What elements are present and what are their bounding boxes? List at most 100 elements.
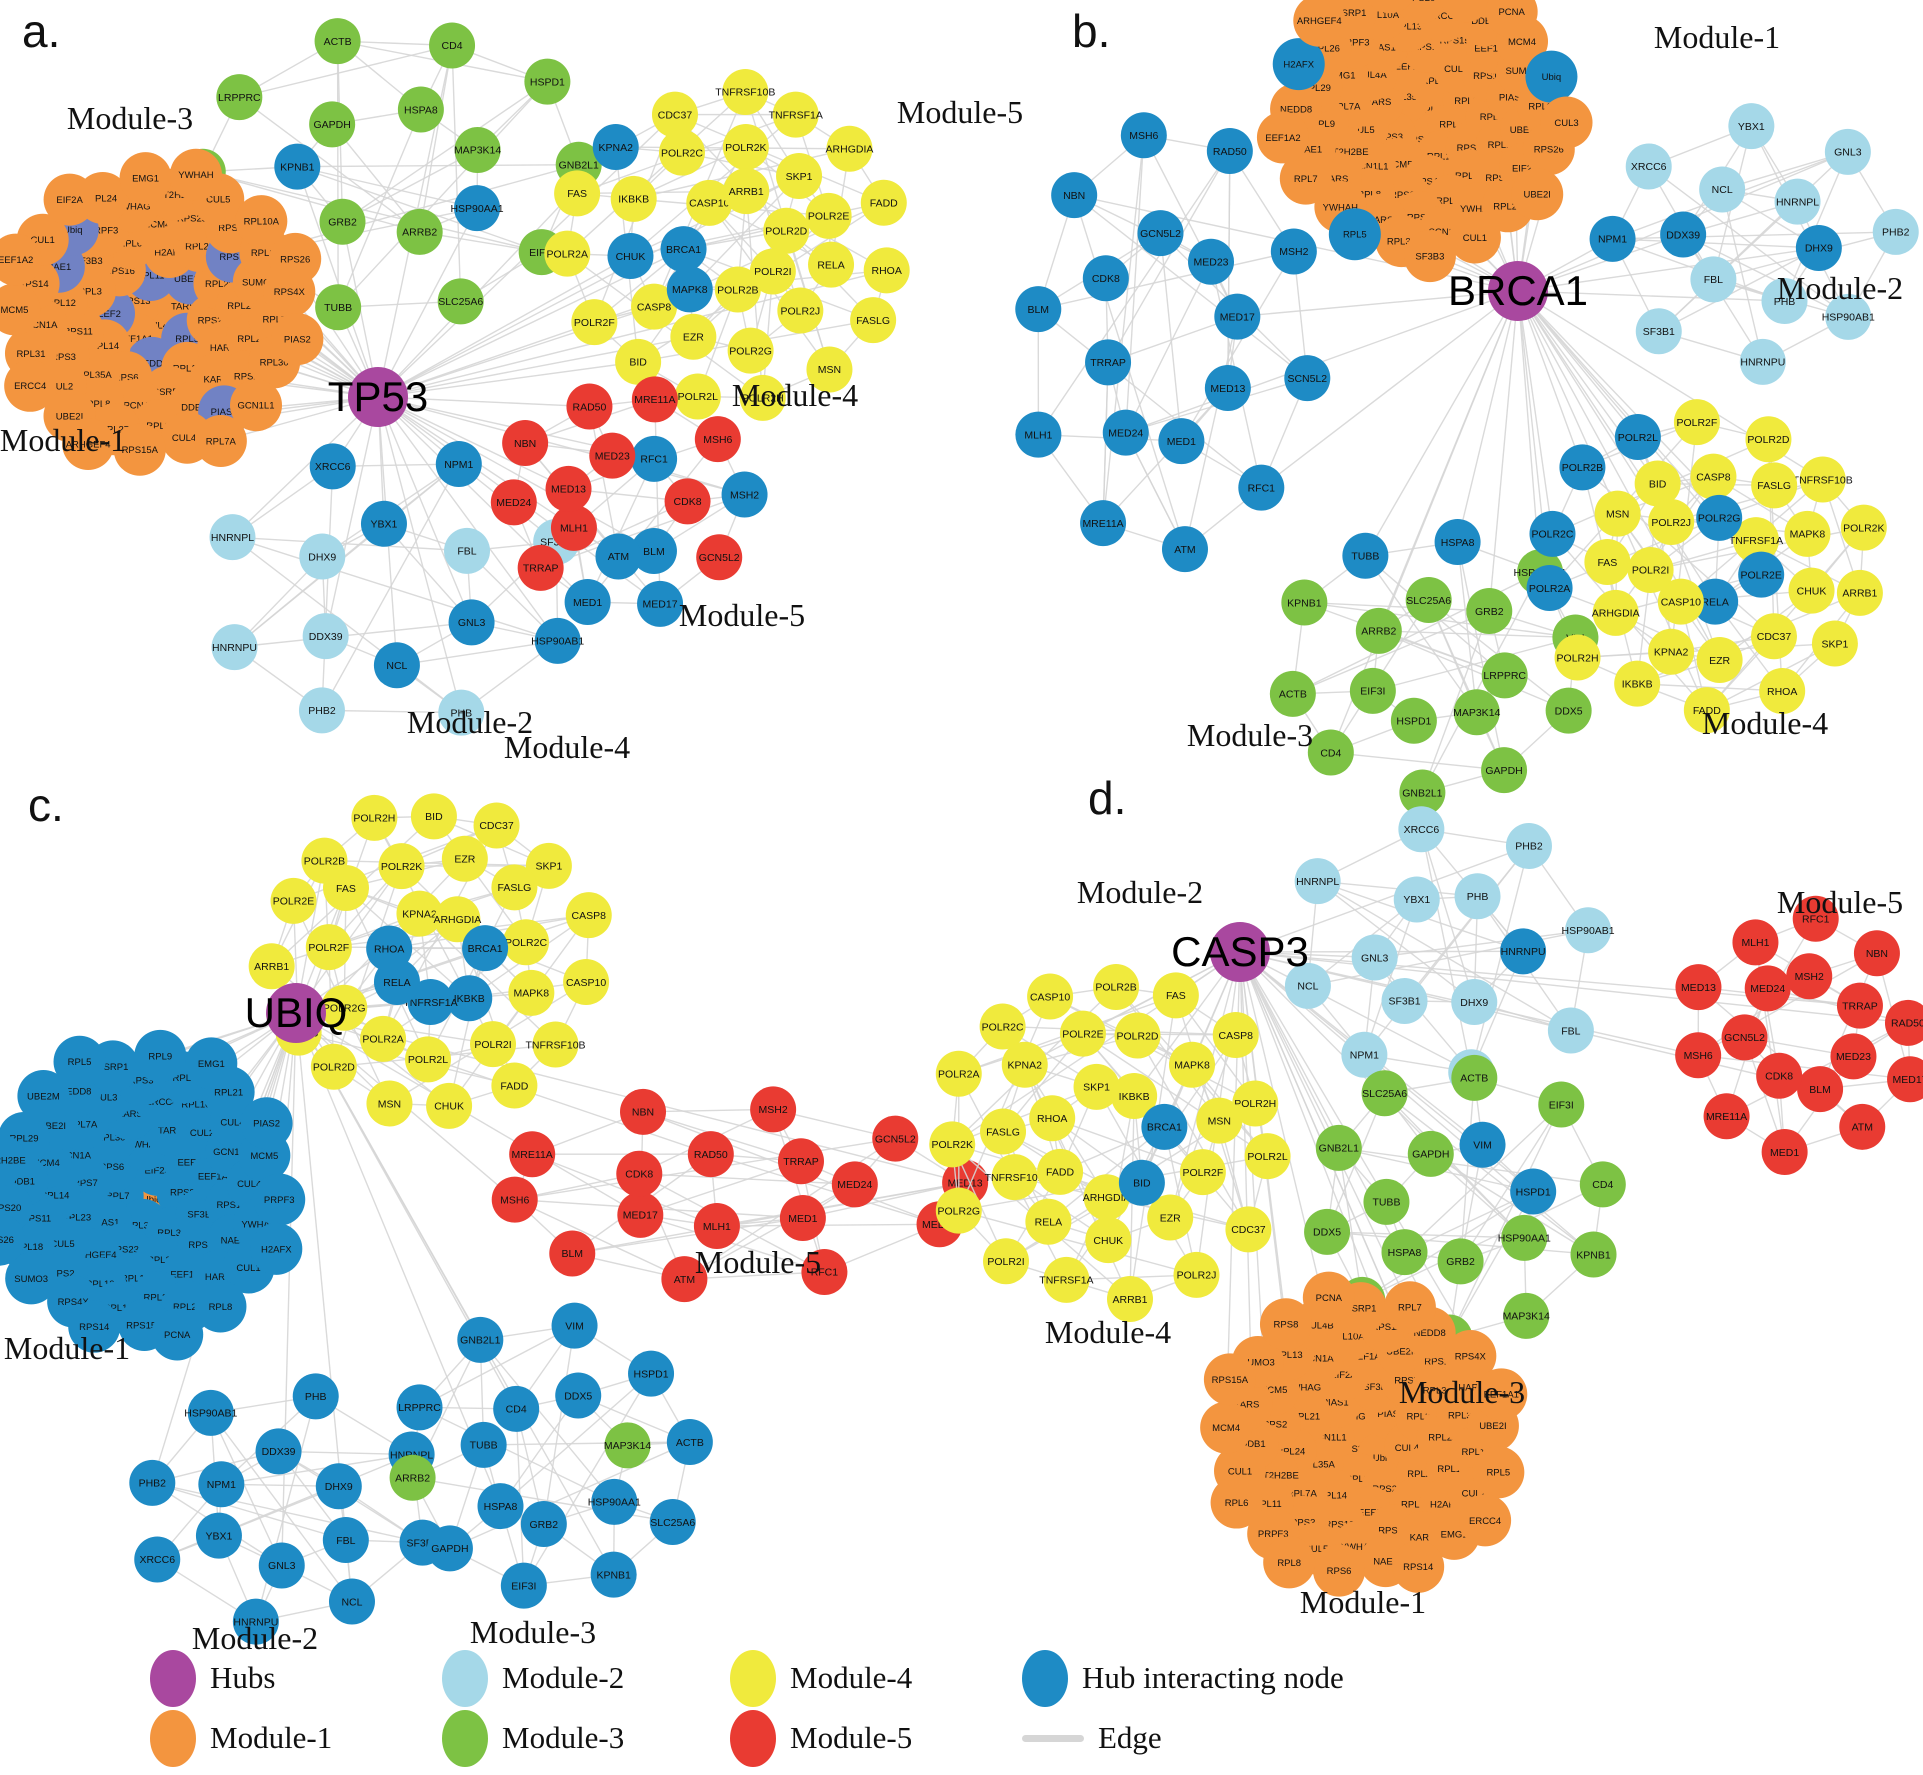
node-CHUK (1788, 567, 1835, 614)
node-BID (615, 338, 662, 385)
node-H2AFX (250, 1222, 303, 1275)
node-SF3B1 (1635, 308, 1682, 355)
node-POLR2H (1232, 1080, 1279, 1127)
node-H2AFX (1272, 38, 1325, 91)
legend-color-swatch (730, 1649, 776, 1707)
node-GRB2 (319, 198, 366, 245)
node-HSPA8 (1381, 1229, 1428, 1276)
node-POLR2L (1614, 414, 1661, 461)
legend-color-swatch (150, 1649, 196, 1707)
node-IKBKB (610, 175, 657, 222)
node-EIF3I (500, 1562, 547, 1609)
node-RHOA (863, 247, 910, 294)
node-DHX9 (1451, 978, 1498, 1025)
node-MAP3K14 (604, 1422, 651, 1469)
node-MED17 (1887, 1056, 1923, 1103)
node-RPL7A (194, 414, 247, 467)
node-HIST2H2BE (0, 1134, 26, 1187)
node-YWHAH (169, 148, 222, 201)
node-ACTB (1269, 670, 1316, 717)
nodes: DDX39NPM1NCLHNRNPLXRCC6PHB2HSP90AB1FBLDH… (929, 806, 1923, 1597)
node-BID (1118, 1159, 1165, 1206)
node-NCL (1699, 166, 1746, 213)
panel-b: RPL23RPS13RPL35ARPL12RPS3RPL6RPL18HARSRP… (897, 0, 1919, 816)
node-YBX1 (1393, 876, 1440, 923)
node-MED1 (1761, 1128, 1808, 1175)
node-RPL8 (194, 1280, 247, 1333)
node-CDK8 (1756, 1052, 1803, 1099)
node-HNRNPU (1739, 338, 1786, 385)
node-POLR2L (674, 373, 721, 420)
node-LRPPRC (216, 74, 263, 121)
node-MSH6 (1675, 1032, 1722, 1079)
node-CD4 (493, 1385, 540, 1432)
node-PRPF3 (253, 1173, 306, 1226)
node-GAPDH (426, 1525, 473, 1572)
legend-color-swatch (150, 1709, 196, 1767)
node-POLR2A (360, 1015, 407, 1062)
node-NCL (328, 1578, 375, 1625)
node-DDX39 (1660, 211, 1707, 258)
node-MSN (366, 1080, 413, 1127)
node-MSN (1594, 490, 1641, 537)
node-LRPPRC (1481, 652, 1528, 699)
legend-color-swatch (730, 1709, 776, 1767)
node-SKP1 (525, 842, 572, 889)
node-POLR2E (270, 877, 317, 924)
node-UBE2I (1511, 168, 1564, 221)
node-MAP3K14 (1503, 1292, 1550, 1339)
node-RELA (808, 241, 855, 288)
node-POLR2I (749, 248, 796, 295)
node-YBX1 (195, 1512, 242, 1559)
node-SCN5L2 (1284, 355, 1331, 402)
node-ATM (1839, 1103, 1886, 1150)
legend-label: Module-4 (790, 1660, 913, 1695)
node-KPNB1 (1570, 1231, 1617, 1278)
node-RPL5 (53, 1035, 106, 1088)
node-POLR2A (544, 230, 591, 277)
module-label-Module-5: Module-5 (679, 597, 805, 633)
node-RPL6 (1210, 1476, 1263, 1529)
node-PCNA (1302, 1271, 1355, 1324)
node-MED24 (490, 479, 537, 526)
legend-label: Hub interacting node (1082, 1660, 1344, 1695)
node-POLR2G (1696, 494, 1743, 541)
node-MCM5 (0, 283, 41, 336)
legend-color-swatch (442, 1709, 488, 1767)
node-KPNA2 (592, 124, 639, 171)
node-MED24 (1744, 965, 1791, 1012)
node-POLR2G (935, 1187, 982, 1234)
node-POLR2L (404, 1036, 451, 1083)
node-ARHGEF4 (1293, 0, 1346, 47)
legend-label: Module-5 (790, 1720, 913, 1755)
node-MAPK8 (508, 969, 555, 1016)
node-POLR2K (378, 843, 425, 890)
node-MED13 (545, 465, 592, 512)
node-Ubiq (1525, 50, 1578, 103)
node-MED1 (564, 579, 611, 626)
node-GCN5L2 (1721, 1014, 1768, 1061)
node-POLR2H (1554, 634, 1601, 681)
node-NBN (1853, 930, 1900, 977)
node-GNL3 (1824, 128, 1871, 175)
node-HSPA8 (477, 1483, 524, 1530)
node-TRRAP (777, 1138, 824, 1185)
node-BLM (549, 1230, 596, 1277)
node-ACTB (666, 1418, 713, 1465)
node-POLR2C (503, 919, 550, 966)
node-ARRB1 (248, 943, 295, 990)
node-PIAS2 (271, 313, 324, 366)
node-MLH1 (1732, 919, 1779, 966)
node-XRCC6 (1625, 143, 1672, 190)
node-TUBB (1363, 1178, 1410, 1225)
panel-a: CD4HSPD1GNB2L1EIF3ISLC25A6TUBBDDX5VIMLRP… (0, 18, 910, 740)
node-POLR2E (805, 192, 852, 239)
node-PHB2 (1872, 208, 1919, 255)
node-MED23 (1830, 1033, 1877, 1080)
legend-label: Edge (1098, 1720, 1162, 1755)
node-RHOA (1759, 667, 1806, 714)
node-HSP90AB1 (534, 617, 581, 664)
nodes: CASP8CASP10TNFRSF10BFADDCHUKMSNPOLR2DPOL… (0, 793, 989, 1645)
node-FAS (322, 865, 369, 912)
node-CD4 (1579, 1161, 1626, 1208)
